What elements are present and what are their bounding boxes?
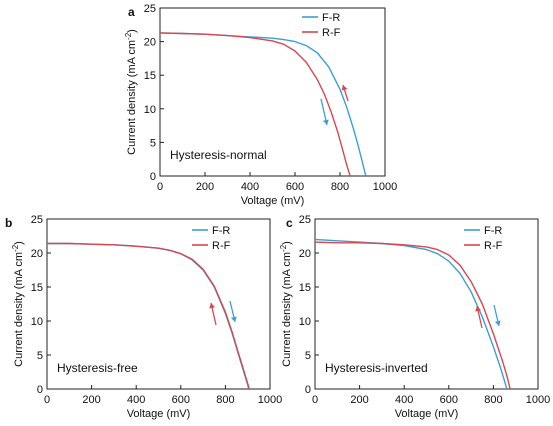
- plot-frame: [314, 218, 539, 390]
- x-tick-label: 800: [331, 181, 349, 193]
- y-tick-label: 15: [299, 282, 311, 294]
- x-tick-label: 0: [312, 394, 318, 406]
- y-axis-label-sup: -2: [279, 244, 288, 252]
- legend-label-f-r: F-R: [322, 12, 340, 24]
- y-axis-label: Current density (mA cm-2): [124, 29, 138, 155]
- legend-label-r-f: R-F: [212, 240, 231, 252]
- scan-arrowhead-f-r: [230, 316, 237, 322]
- x-tick-label: 400: [241, 181, 259, 193]
- y-axis-label-main: Current density (mA cm: [126, 40, 138, 155]
- x-tick-label: 0: [157, 181, 163, 193]
- legend-label-f-r: F-R: [484, 225, 502, 237]
- panel-annotation: Hysteresis-inverted: [325, 361, 428, 375]
- x-axis-label: Voltage (mV): [127, 408, 191, 420]
- plot-frame: [159, 7, 386, 177]
- y-axis-label: Current density (mA cm-2): [11, 241, 25, 367]
- y-axis-label-close: ): [13, 241, 25, 245]
- panel-label: b: [5, 216, 12, 230]
- x-tick-label: 800: [216, 394, 234, 406]
- y-tick-label: 15: [31, 282, 43, 294]
- x-tick-label: 1000: [373, 181, 397, 193]
- x-tick-label: 0: [44, 394, 50, 406]
- x-tick-label: 600: [172, 394, 190, 406]
- y-axis-label-sup: -2: [11, 244, 20, 252]
- x-tick-label: 600: [286, 181, 304, 193]
- y-tick-label: 5: [150, 137, 156, 149]
- scan-arrowhead-r-f: [475, 306, 482, 312]
- x-tick-label: 800: [484, 394, 502, 406]
- y-tick-label: 5: [37, 350, 43, 362]
- y-axis-label-main: Current density (mA cm: [281, 252, 293, 367]
- x-tick-label: 200: [82, 394, 100, 406]
- y-tick-label: 0: [37, 384, 43, 396]
- y-tick-label: 20: [299, 248, 311, 260]
- series-line-r-f: [315, 241, 511, 389]
- panel-b: 0 200 400 600 800 1000 0 5 10 15 20 25 Voltage (mV) C…: [5, 214, 282, 420]
- x-tick-label: 400: [127, 394, 145, 406]
- x-axis-label: Voltage (mV): [395, 408, 459, 420]
- x-tick-label: 1000: [526, 394, 550, 406]
- series-line-r-f: [47, 242, 250, 389]
- scan-arrowhead-f-r: [494, 320, 501, 326]
- x-axis-label: Voltage (mV): [241, 195, 305, 207]
- x-tick-label: 200: [196, 181, 214, 193]
- panel-label: c: [286, 216, 293, 230]
- y-tick-label: 5: [305, 350, 311, 362]
- y-tick-label: 20: [144, 37, 156, 49]
- series-line-r-f: [160, 32, 351, 176]
- y-tick-label: 15: [144, 70, 156, 82]
- legend-label-r-f: R-F: [322, 27, 341, 39]
- y-tick-label: 10: [144, 104, 156, 116]
- legend-label-r-f: R-F: [484, 240, 503, 252]
- y-axis-label-sup: -2: [124, 32, 133, 40]
- y-tick-label: 10: [31, 316, 43, 328]
- x-tick-label: 400: [395, 394, 413, 406]
- scan-arrowhead-r-f: [341, 85, 348, 91]
- plot-frame: [46, 218, 271, 390]
- y-axis-label: Current density (mA cm-2): [279, 241, 293, 367]
- panel-annotation: Hysteresis-normal: [170, 148, 267, 162]
- scan-arrowhead-f-r: [322, 119, 329, 125]
- y-tick-label: 0: [305, 384, 311, 396]
- y-tick-label: 20: [31, 248, 43, 260]
- y-axis-label-close: ): [126, 29, 138, 33]
- x-tick-label: 600: [440, 394, 458, 406]
- panel-c: 0 200 400 600 800 1000 0 5 10 15 20 25 Voltage (mV) C…: [279, 214, 550, 420]
- y-tick-label: 25: [144, 3, 156, 15]
- y-tick-label: 0: [150, 171, 156, 183]
- x-tick-label: 200: [350, 394, 368, 406]
- y-tick-label: 25: [31, 214, 43, 226]
- panel-annotation: Hysteresis-free: [57, 361, 138, 375]
- y-axis-label-close: ): [281, 241, 293, 245]
- x-tick-label: 1000: [258, 394, 282, 406]
- y-axis-label-main: Current density (mA cm: [13, 252, 25, 367]
- legend-label-f-r: F-R: [212, 225, 230, 237]
- y-tick-label: 25: [299, 214, 311, 226]
- y-tick-label: 10: [299, 316, 311, 328]
- scan-arrowhead-r-f: [209, 303, 216, 309]
- panel-a: 0 200 400 600 800 1000 0 5 10 15 20 25 Voltage (mV) C…: [124, 3, 397, 207]
- panel-label: a: [128, 5, 135, 19]
